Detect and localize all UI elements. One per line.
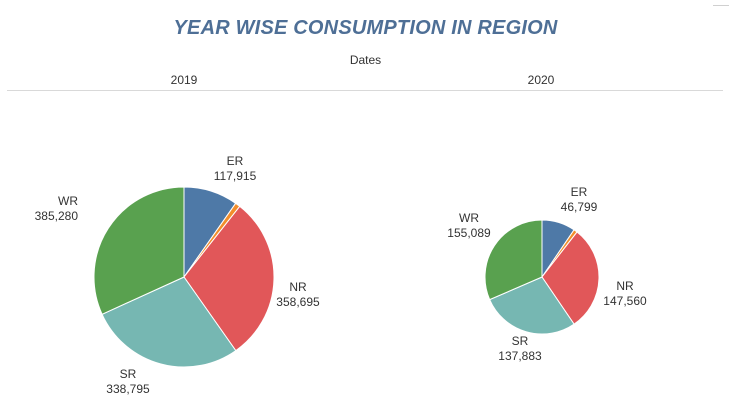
pie-2019-slice-nr[interactable] — [183, 205, 275, 352]
pie-2020-label-wr-name: WR — [459, 211, 479, 225]
year-label-2019: 2019 — [170, 73, 198, 87]
header-edge-tick — [713, 5, 729, 6]
pie-2019-label-er-value: 117,915 — [214, 169, 257, 183]
pie-2019-label-nr-value: 358,695 — [276, 295, 320, 309]
pie-2019-label-nr-name: NR — [289, 280, 307, 294]
pie-2020-label-nr-name: NR — [616, 279, 634, 293]
pie-2020-label-sr: SR 137,883 — [498, 334, 542, 363]
header-divider — [7, 90, 723, 91]
pie-2020-label-wr-value: 155,089 — [447, 226, 491, 240]
pie-2019-label-sr-name: SR — [120, 367, 137, 381]
pie-2019-label-nr: NR 358,695 — [276, 280, 320, 309]
pie-2019-slice-wr[interactable] — [93, 186, 185, 315]
pie-2020-label-er-value: 46,799 — [561, 200, 598, 214]
pie-2020-label-wr: WR 155,089 — [447, 211, 491, 240]
pie-2020-label-nr-value: 147,560 — [603, 294, 647, 308]
pie-2020-label-sr-name: SR — [512, 334, 529, 348]
pie-2019-label-sr: SR 338,795 — [106, 367, 150, 396]
pie-2020-slice-nr[interactable] — [541, 231, 600, 325]
pie-2020-label-sr-value: 137,883 — [498, 349, 542, 363]
year-label-2020: 2020 — [527, 73, 555, 87]
pie-2019-label-wr-value: 385,280 — [35, 209, 79, 223]
pie-2020-label-er: ER 46,799 — [561, 185, 598, 214]
pie-2019-label-er: ER 117,915 — [214, 154, 257, 183]
pie-2019-label-sr-value: 338,795 — [106, 382, 150, 396]
pie-2019-label-wr-name: WR — [58, 194, 78, 208]
chart-title: YEAR WISE CONSUMPTION IN REGION — [173, 17, 558, 39]
pie-2020-slice-sr[interactable] — [489, 276, 575, 335]
pie-2019-label-er-name: ER — [227, 154, 244, 168]
dates-column-header: Dates — [349, 53, 382, 67]
pie-2019-label-wr: WR 385,280 — [35, 194, 79, 223]
pie-2020-label-er-name: ER — [571, 185, 588, 199]
pie-2020-slice-wr[interactable] — [484, 219, 543, 301]
pie-2020-label-nr: NR 147,560 — [603, 279, 647, 308]
